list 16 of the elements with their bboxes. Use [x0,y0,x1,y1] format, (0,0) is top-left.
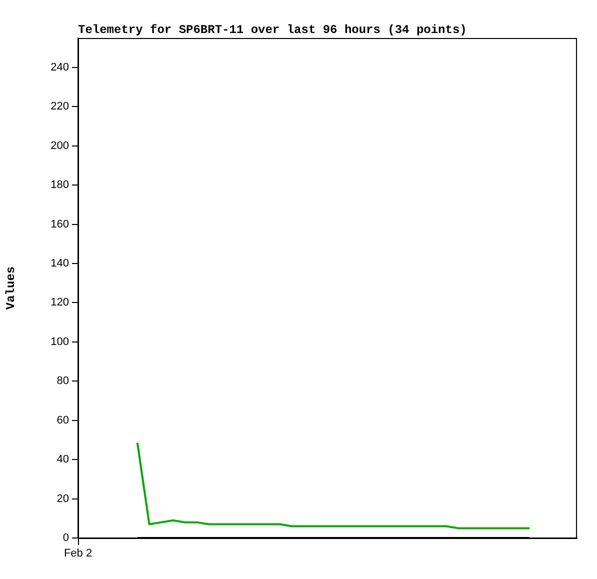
y-tick-label: 40 [56,454,69,466]
y-tick-label: 60 [56,414,69,426]
y-tick-label: 140 [50,258,69,270]
y-tick-label: 180 [50,179,69,192]
text: Feb 2 [64,548,92,560]
y-tick-label: 100 [50,336,69,348]
y-tick-label: 220 [50,100,69,113]
y-axis-title: Values [4,266,18,310]
y-tick-label: 240 [50,61,69,74]
y-tick-label: 120 [50,296,69,309]
y-tick-label: 20 [56,492,69,505]
y-tick-label: 200 [50,140,69,152]
chart-title: Telemetry for SP6BRT-11 over last 96 hours (34 points) [78,23,467,38]
y-tick-label: 160 [50,218,69,230]
y-tick-label: 0 [62,532,69,544]
y-tick-label: 80 [56,375,69,388]
